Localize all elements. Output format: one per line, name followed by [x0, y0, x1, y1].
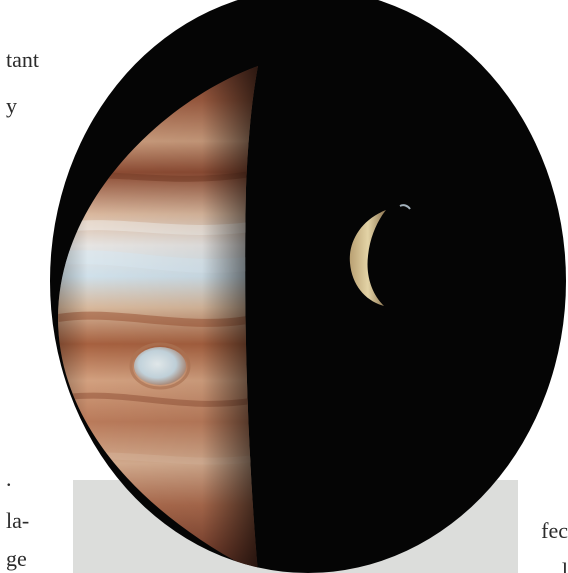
body-text-fragment: .	[6, 466, 12, 491]
body-text-fragment: tant	[6, 47, 39, 72]
body-text-fragment: y	[6, 93, 17, 118]
jupiter	[58, 66, 258, 573]
body-text-fragment: la-	[6, 508, 30, 533]
body-text-fragment: l	[561, 558, 568, 573]
jupiter-io-photo	[50, 0, 566, 573]
body-text-fragment: fec	[541, 518, 568, 543]
body-text-fragment: ge	[6, 546, 27, 571]
io-moon	[349, 204, 411, 306]
